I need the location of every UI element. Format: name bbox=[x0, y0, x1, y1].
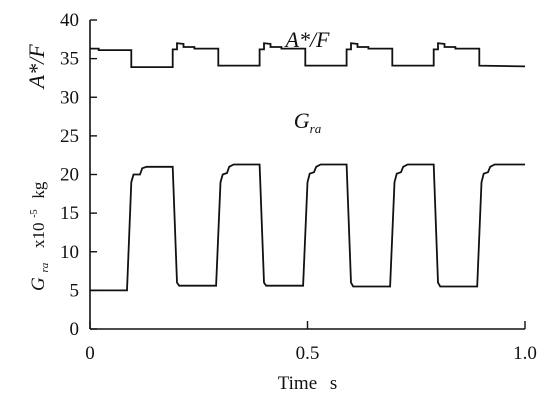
y-tick-label: 35 bbox=[60, 49, 79, 70]
y-axis-title-lower-unit: x10 bbox=[29, 222, 48, 248]
series-line-af bbox=[90, 42, 526, 68]
y-tick-label: 5 bbox=[70, 280, 80, 301]
y-tick-label: 15 bbox=[60, 203, 79, 224]
x-axis-unit: s bbox=[330, 373, 337, 394]
series-label-sub: ra bbox=[310, 121, 322, 136]
series-labels: A*/F Gra bbox=[284, 27, 331, 136]
series-label-gra: Gra bbox=[294, 108, 322, 136]
y-tick-label: 40 bbox=[60, 10, 79, 31]
series-group bbox=[90, 42, 526, 292]
x-tick-label: 0 bbox=[85, 343, 95, 364]
x-axis-title-text: Time bbox=[278, 373, 317, 394]
x-tick-label: 1.0 bbox=[513, 343, 537, 364]
y-axis-title-lower-tail: kg bbox=[29, 181, 48, 199]
y-ticks: 0 5 10 15 20 25 30 35 40 bbox=[60, 10, 97, 340]
y-axis-title-upper: A*/F bbox=[24, 44, 49, 91]
series-line-gra bbox=[90, 163, 525, 292]
y-axis-title-lower-symbol: G bbox=[28, 277, 49, 291]
series-label-symbol: G bbox=[294, 108, 310, 133]
x-tick-label: 0.5 bbox=[296, 343, 320, 364]
y-tick-label: 20 bbox=[60, 165, 79, 186]
y-axis-title-lower-sub: ra bbox=[39, 262, 51, 272]
y-tick-label: 0 bbox=[70, 319, 80, 340]
y-axis-title-lower: G ra x10 -5 kg bbox=[21, 181, 53, 291]
y-tick-label: 30 bbox=[60, 87, 79, 108]
x-ticks: 0 0.5 1.0 bbox=[85, 321, 537, 364]
series-label-af: A*/F bbox=[284, 27, 331, 52]
y-tick-label: 25 bbox=[60, 126, 79, 147]
y-tick-label: 10 bbox=[60, 242, 79, 263]
y-axis-title-lower-exp: -5 bbox=[29, 209, 40, 217]
x-axis-title: Time s bbox=[278, 373, 338, 394]
